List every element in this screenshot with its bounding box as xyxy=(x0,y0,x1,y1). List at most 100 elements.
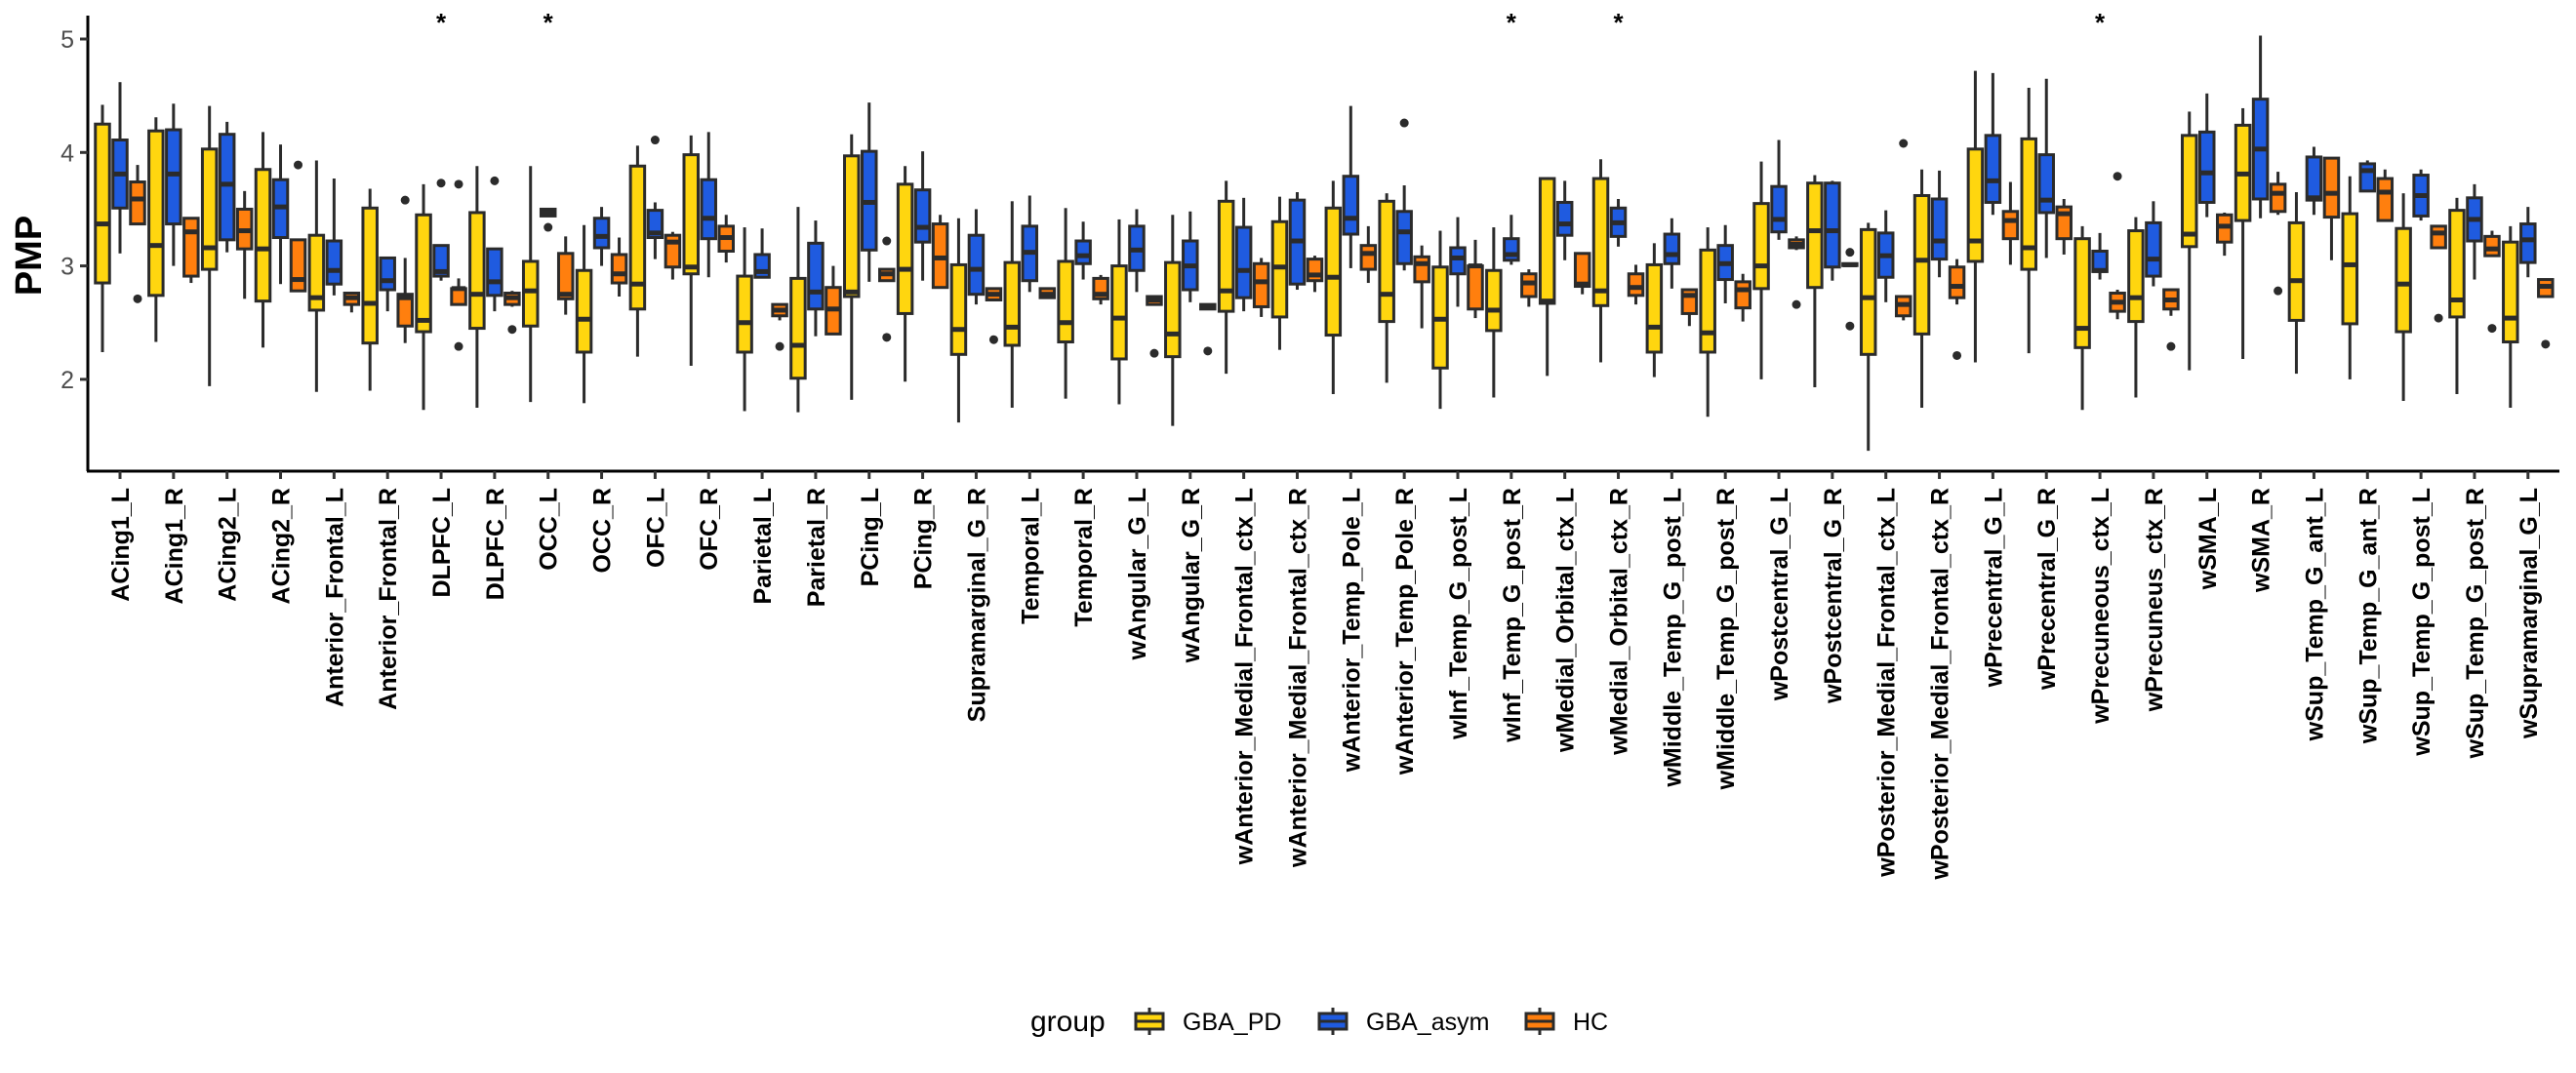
box-iqr xyxy=(2073,237,2091,349)
x-tick-label: wPrecentral_G_R xyxy=(2033,488,2061,691)
box-wSup_Temp_G_post_L xyxy=(2395,193,2412,401)
x-tick-label: Parietal_R xyxy=(803,488,830,607)
box-wMedial_Orbital_ctx_R xyxy=(1591,159,1610,363)
box-Parietal_R xyxy=(789,207,807,413)
series-gba-asym xyxy=(111,35,2537,337)
box-iqr xyxy=(1110,264,1128,361)
series-gba-pd xyxy=(94,70,2519,452)
box-wAnterior_Medial_Frontal_ctx_L xyxy=(1217,180,1235,375)
x-tick-label: wPostcentral_G_L xyxy=(1766,488,1793,701)
box-iqr xyxy=(129,180,146,226)
box-iqr xyxy=(2198,130,2216,204)
legend-label: GBA_PD xyxy=(1183,1009,1281,1036)
box-iqr xyxy=(200,147,219,271)
box-wAnterior_Medial_Frontal_ctx_R xyxy=(1306,256,1324,293)
box-iqr xyxy=(254,168,272,303)
box-ACing2_L xyxy=(200,105,219,386)
box-iqr xyxy=(2448,209,2466,319)
box-iqr xyxy=(1324,206,1343,338)
box-DLPFC_R xyxy=(486,176,503,312)
box-wSup_Temp_G_ant_R xyxy=(2341,176,2359,379)
box-iqr xyxy=(2287,220,2306,322)
outlier-point xyxy=(882,333,892,342)
box-wAngular_G_L xyxy=(1146,295,1163,358)
box-iqr xyxy=(1734,280,1751,310)
box-Temporal_L xyxy=(1038,287,1057,299)
box-Anterior_Frontal_L xyxy=(307,160,326,392)
outlier-point xyxy=(294,160,303,170)
box-ACing2_R xyxy=(271,144,290,285)
x-tick-label: ACing1_R xyxy=(161,488,188,604)
box-wSupramarginal_G_L xyxy=(2537,278,2555,349)
box-DLPFC_L xyxy=(450,179,467,351)
box-wSup_Temp_G_ant_L xyxy=(2322,156,2341,260)
box-iqr xyxy=(379,256,396,292)
outlier-point xyxy=(1899,139,1909,148)
outlier-point xyxy=(650,136,660,145)
box-iqr xyxy=(325,239,343,286)
box-wSup_Temp_G_ant_L xyxy=(2305,146,2323,216)
box-iqr xyxy=(94,122,111,285)
box-wSMA_R xyxy=(2251,35,2270,219)
x-tick-label: wSupramarginal_G_L xyxy=(2516,488,2543,739)
box-wMiddle_Temp_G_post_L xyxy=(1663,218,1681,289)
box-iqr xyxy=(575,268,593,354)
box-iqr xyxy=(2145,220,2162,278)
box-ACing1_R xyxy=(147,117,165,342)
x-tick-label: wSMA_R xyxy=(2248,488,2275,593)
legend-label: GBA_asym xyxy=(1366,1009,1489,1036)
box-wPostcentral_G_R xyxy=(1806,175,1824,388)
outlier-point xyxy=(133,294,142,303)
box-iqr xyxy=(2358,162,2377,193)
box-ACing2_R xyxy=(254,132,272,348)
box-iqr xyxy=(2341,212,2359,326)
box-PCing_R xyxy=(931,215,949,290)
box-iqr xyxy=(2037,153,2055,215)
x-tick-label: wInf_Temp_G_post_L xyxy=(1445,488,1472,740)
box-wPosterior_Medial_Frontal_ctx_R xyxy=(1948,258,1966,360)
box-iqr xyxy=(432,244,450,278)
box-iqr xyxy=(2519,222,2537,264)
box-iqr xyxy=(182,217,200,278)
box-iqr xyxy=(807,241,825,311)
box-wSup_Temp_G_post_R xyxy=(2466,183,2483,280)
legend-item-gba-asym: GBA_asym xyxy=(1317,1008,1489,1036)
x-tick-label: OCC_R xyxy=(589,488,617,574)
box-wMiddle_Temp_G_post_R xyxy=(1699,227,1716,417)
box-OFC_L xyxy=(664,231,682,280)
box-PCing_R xyxy=(896,166,914,382)
box-iqr xyxy=(1912,193,1931,336)
box-iqr xyxy=(1984,134,2002,204)
box-iqr xyxy=(1342,175,1360,236)
box-wAnterior_Temp_Pole_L xyxy=(1359,225,1378,284)
box-iqr xyxy=(2269,182,2287,214)
box-iqr xyxy=(592,217,611,250)
box-iqr xyxy=(1485,268,1503,333)
x-tick-label: ACing2_R xyxy=(268,488,296,604)
outlier-point xyxy=(1149,348,1159,358)
box-wMedial_Orbital_ctx_R xyxy=(1609,198,1628,247)
box-wSMA_L xyxy=(2216,212,2234,257)
box-Parietal_L xyxy=(753,228,771,279)
box-iqr xyxy=(2502,240,2519,344)
x-tick-label: OFC_L xyxy=(642,488,669,568)
y-tick-label: 2 xyxy=(60,367,74,394)
box-wPrecentral_G_R xyxy=(2020,88,2037,354)
box-wInf_Temp_G_post_R xyxy=(1520,269,1538,307)
box-wPosterior_Medial_Frontal_ctx_R xyxy=(1930,170,1949,278)
box-PCing_R xyxy=(913,151,932,281)
x-tick-label: ACing1_L xyxy=(107,488,135,602)
box-wInf_Temp_G_post_R xyxy=(1503,215,1520,265)
x-tick-label: wSup_Temp_G_post_R xyxy=(2462,488,2489,759)
x-tick-label: wPrecuneus_ctx_R xyxy=(2141,488,2168,712)
box-wAnterior_Medial_Frontal_ctx_R xyxy=(1288,192,1307,291)
legend-label: HC xyxy=(1573,1009,1608,1036)
box-iqr xyxy=(521,259,540,328)
outlier-point xyxy=(1203,346,1213,356)
box-DLPFC_L xyxy=(415,183,432,411)
box-ACing1_L xyxy=(129,165,146,303)
x-tick-label: Anterior_Frontal_L xyxy=(321,488,348,707)
box-wMedial_Orbital_ctx_L xyxy=(1538,177,1556,377)
box-iqr xyxy=(610,253,628,285)
